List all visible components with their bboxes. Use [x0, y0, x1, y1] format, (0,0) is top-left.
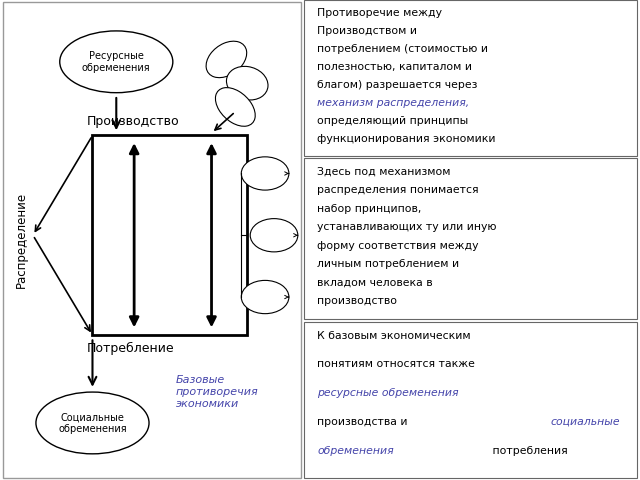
- Ellipse shape: [227, 66, 268, 100]
- Text: распределения понимается: распределения понимается: [317, 185, 479, 195]
- Ellipse shape: [36, 392, 149, 454]
- Text: набор принципов,: набор принципов,: [317, 204, 422, 214]
- Ellipse shape: [60, 31, 173, 93]
- Text: Распределение: Распределение: [15, 192, 28, 288]
- Text: обременения: обременения: [317, 445, 394, 456]
- Text: Здесь под механизмом: Здесь под механизмом: [317, 167, 451, 177]
- Text: социальные: социальные: [551, 417, 621, 427]
- Text: Противоречие между: Противоречие между: [317, 8, 442, 18]
- Ellipse shape: [250, 218, 298, 252]
- Text: Социальные
обременения: Социальные обременения: [58, 412, 127, 434]
- Text: форму соответствия между: форму соответствия между: [317, 240, 479, 251]
- Text: понятиям относятся также: понятиям относятся также: [317, 360, 475, 370]
- Text: Ресурсные
обременения: Ресурсные обременения: [82, 51, 150, 72]
- Ellipse shape: [206, 41, 246, 78]
- Text: производства и: производства и: [317, 417, 412, 427]
- Text: производство: производство: [317, 296, 397, 306]
- Text: ресурсные обременения: ресурсные обременения: [317, 388, 459, 398]
- Text: полезностью, капиталом и: полезностью, капиталом и: [317, 62, 472, 72]
- Text: Производством и: Производством и: [317, 26, 417, 36]
- Text: функционирования экономики: функционирования экономики: [317, 133, 496, 144]
- Text: благом) разрешается через: благом) разрешается через: [317, 80, 477, 90]
- Text: механизм распределения,: механизм распределения,: [317, 98, 470, 108]
- Text: потреблением (стоимостью и: потреблением (стоимостью и: [317, 44, 488, 54]
- Text: личным потреблением и: личным потреблением и: [317, 259, 460, 269]
- Text: Базовые
противоречия
экономики: Базовые противоречия экономики: [176, 375, 259, 408]
- Text: определяющий принципы: определяющий принципы: [317, 116, 468, 126]
- Text: вкладом человека в: вкладом человека в: [317, 277, 433, 288]
- Ellipse shape: [241, 157, 289, 190]
- Text: устанавливающих ту или иную: устанавливающих ту или иную: [317, 222, 497, 232]
- Text: Потребление: Потребление: [86, 342, 174, 355]
- Ellipse shape: [241, 280, 289, 313]
- Bar: [93, 135, 247, 335]
- Text: К базовым экономическим: К базовым экономическим: [317, 331, 471, 341]
- Text: Производство: Производство: [86, 115, 179, 128]
- Text: потребления: потребления: [488, 445, 568, 456]
- Ellipse shape: [216, 88, 255, 126]
